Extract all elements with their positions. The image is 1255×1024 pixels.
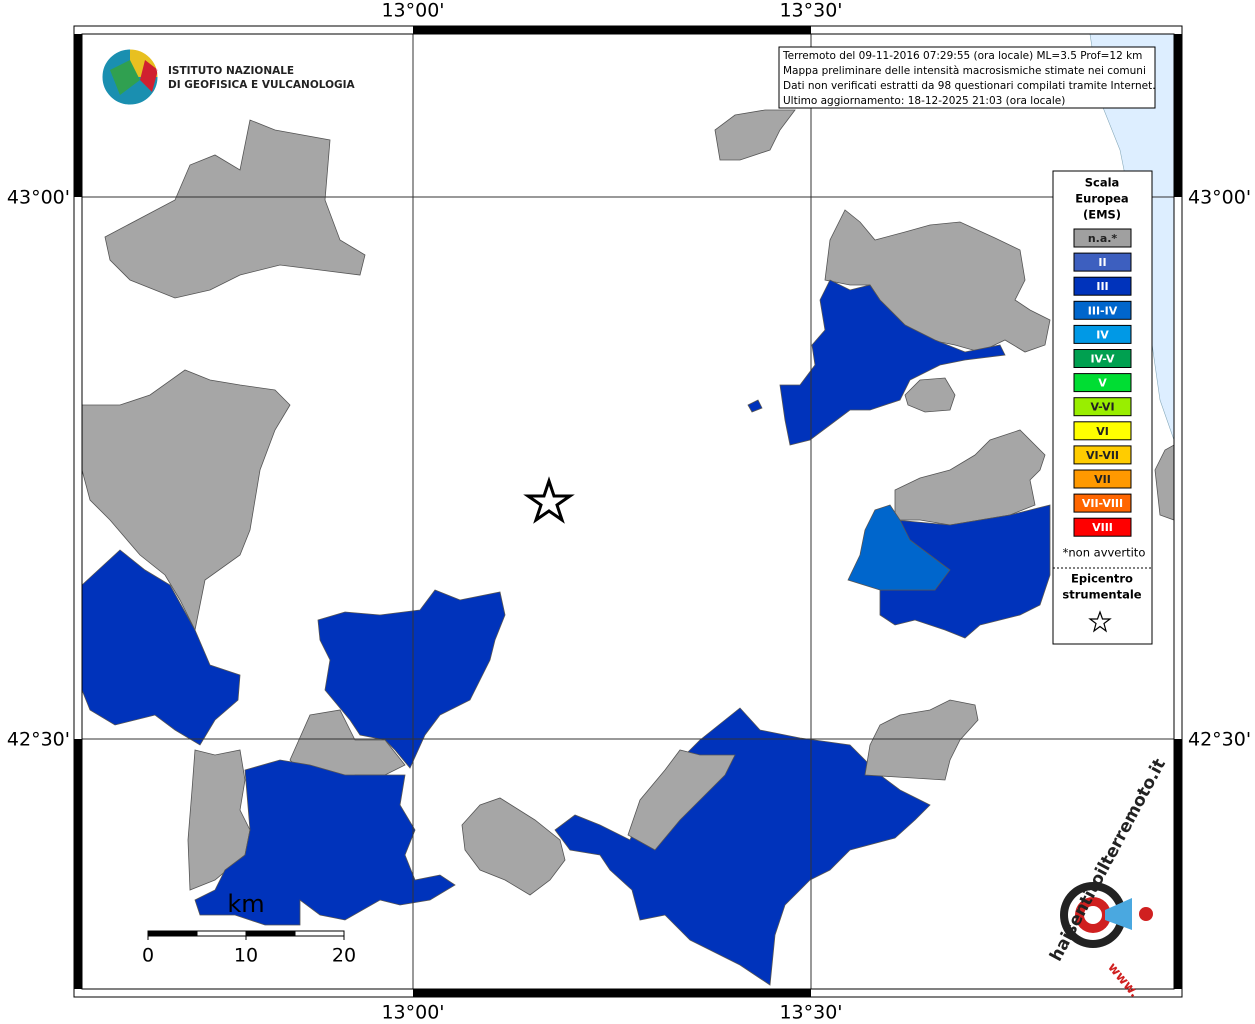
lon-label: 13°00'	[381, 0, 444, 22]
legend-label: VII-VIII	[1082, 497, 1123, 510]
legend-swatch	[1073, 517, 1132, 537]
scale-tick-label: 20	[332, 945, 356, 967]
legend-title: (EMS)	[1083, 208, 1121, 222]
scale-bar: 0 10 20 km	[142, 890, 356, 967]
logo-text: ISTITUTO NAZIONALE	[168, 65, 294, 77]
legend-title: Scala	[1085, 176, 1120, 190]
lat-label: 43°00'	[1188, 187, 1251, 209]
scale-tick-label: 0	[142, 945, 154, 967]
legend-label: V-VI	[1090, 401, 1114, 414]
legend-epicenter: Epicentro	[1071, 572, 1133, 586]
scale-segment	[245, 930, 296, 937]
legend-swatch	[1073, 228, 1132, 248]
legend-swatch	[1073, 300, 1132, 320]
municipalities	[81, 109, 1175, 986]
legend-label: IV	[1096, 328, 1109, 341]
legend-swatch	[1073, 445, 1132, 465]
lon-label: 13°30'	[779, 0, 842, 22]
lat-label: 42°30'	[1188, 729, 1251, 751]
legend-label: VI-VII	[1086, 449, 1119, 462]
legend-swatch	[1073, 421, 1132, 441]
lat-label: 42°30'	[7, 729, 70, 751]
legend: ScalaEuropea(EMS)n.a.*IIIIIIII-IVIVIV-VV…	[1052, 170, 1153, 645]
info-box: Terremoto del 09-11-2016 07:29:55 (ora l…	[778, 46, 1156, 109]
legend-label: III-IV	[1088, 304, 1118, 317]
legend-swatch	[1073, 252, 1132, 272]
lon-label: 13°00'	[381, 1002, 444, 1024]
scale-unit: km	[227, 890, 264, 918]
info-line: Terremoto del 09-11-2016 07:29:55 (ora l…	[782, 50, 1142, 62]
legend-note: *non avvertito	[1063, 546, 1146, 560]
legend-label: VIII	[1092, 521, 1113, 534]
ingv-logo: ISTITUTO NAZIONALE DI GEOFISICA E VULCAN…	[101, 48, 356, 106]
legend-swatch	[1073, 397, 1132, 417]
legend-label: IV-V	[1090, 353, 1115, 366]
legend-swatch	[1073, 373, 1132, 393]
logo-text: DI GEOFISICA E VULCANOLOGIA	[168, 79, 356, 91]
epicenter	[523, 476, 575, 524]
legend-label: VI	[1096, 425, 1109, 438]
legend-title: Europea	[1075, 192, 1128, 206]
legend-swatch	[1073, 276, 1132, 296]
legend-label: III	[1096, 280, 1108, 293]
frame	[73, 25, 1183, 998]
graticule	[82, 34, 1174, 989]
legend-swatch	[1073, 469, 1132, 489]
legend-label: V	[1098, 377, 1107, 390]
info-line: Mappa preliminare delle intensità macros…	[783, 65, 1146, 77]
legend-label: n.a.*	[1088, 232, 1118, 245]
info-line: Ultimo aggiornamento: 18-12-2025 21:03 (…	[783, 95, 1065, 107]
scale-segment	[294, 930, 345, 937]
graticule-labels: 13°00' 13°30' 13°00' 13°30' 43°00' 42°30…	[7, 0, 1251, 1024]
scale-segment	[147, 930, 198, 937]
legend-label: II	[1098, 256, 1106, 269]
lon-label: 13°30'	[779, 1002, 842, 1024]
scale-tick-label: 10	[234, 945, 258, 967]
info-line: Dati non verificati estratti da 98 quest…	[783, 80, 1156, 92]
scale-segment	[196, 930, 247, 937]
legend-epicenter: strumentale	[1062, 588, 1141, 602]
legend-swatch	[1073, 493, 1132, 513]
legend-swatch	[1073, 349, 1132, 368]
legend-swatch	[1073, 324, 1132, 344]
lat-label: 43°00'	[7, 187, 70, 209]
legend-label: VII	[1094, 473, 1111, 486]
